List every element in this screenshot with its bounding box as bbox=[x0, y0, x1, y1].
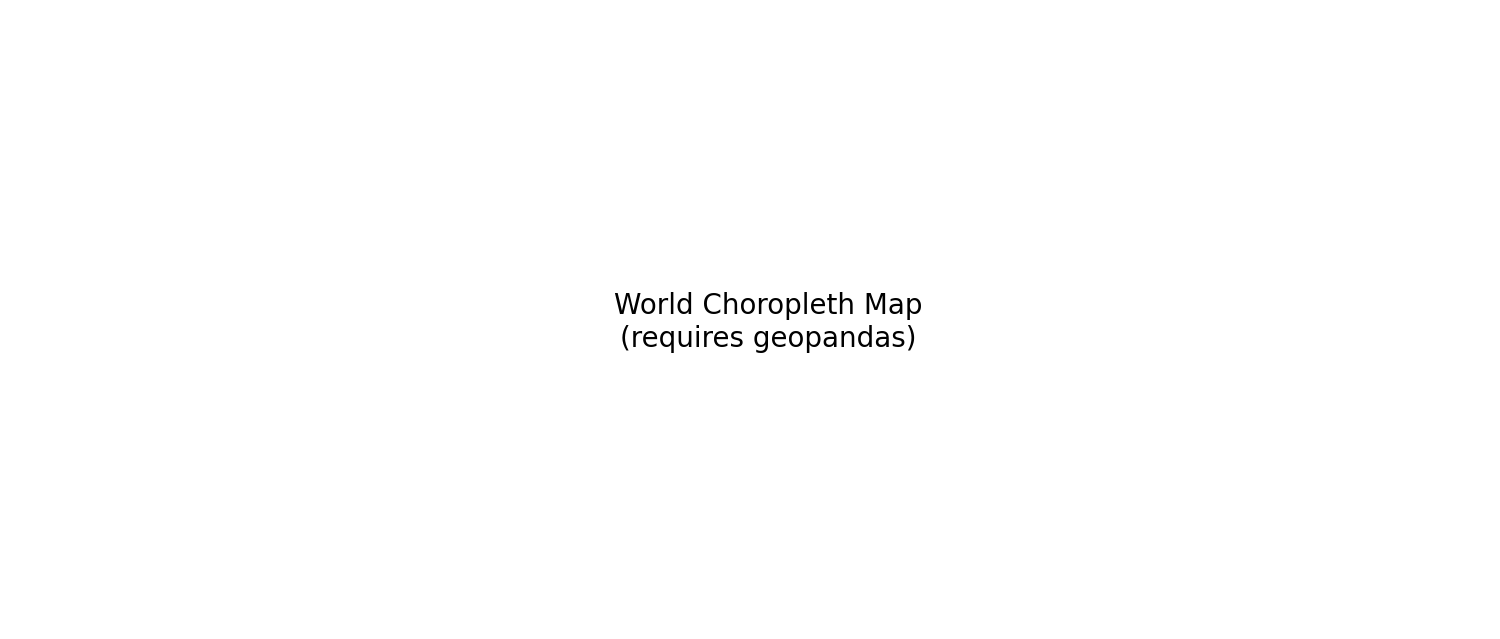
Text: World Choropleth Map
(requires geopandas): World Choropleth Map (requires geopandas… bbox=[615, 293, 922, 353]
